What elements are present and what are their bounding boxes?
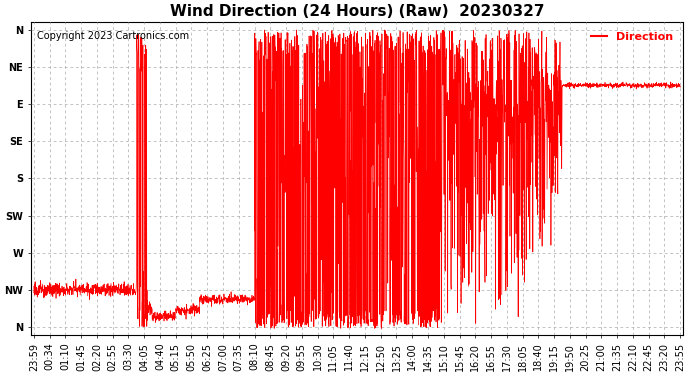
Text: Copyright 2023 Cartronics.com: Copyright 2023 Cartronics.com <box>37 31 189 41</box>
Title: Wind Direction (24 Hours) (Raw)  20230327: Wind Direction (24 Hours) (Raw) 20230327 <box>170 4 544 19</box>
Legend: Direction: Direction <box>586 27 678 46</box>
